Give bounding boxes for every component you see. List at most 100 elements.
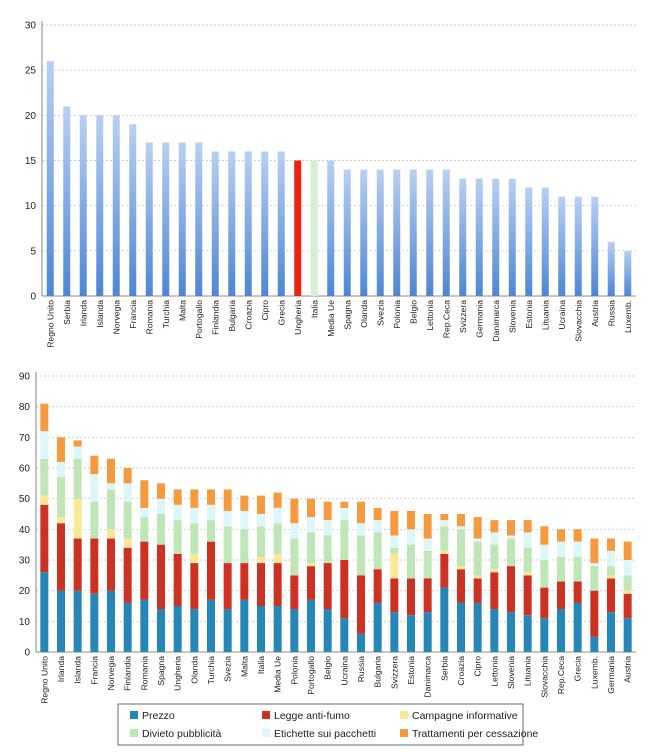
chart2-y-tick: 0 xyxy=(24,648,30,659)
segment-divieto-pubblicit-luxemb xyxy=(590,566,599,591)
chart2-label-finlandia: Finlandia xyxy=(123,656,133,691)
segment-divieto-pubblicit-regno-unito xyxy=(40,458,49,496)
segment-campagne-informative-irlanda xyxy=(57,517,65,524)
chart2-y-tick: 10 xyxy=(19,617,31,628)
segment-trattamenti-per-cessazione-romania xyxy=(140,480,149,508)
segment-legge-anti-fumo-austria xyxy=(623,593,632,619)
bar-finlandia xyxy=(211,151,219,296)
bar-rep-ceca xyxy=(442,169,450,296)
chart1-label-belgio: Belgio xyxy=(408,300,418,324)
bar-turchia xyxy=(162,142,170,296)
segment-campagne-informative-islanda xyxy=(73,498,82,539)
segment-trattamenti-per-cessazione-belgio xyxy=(323,501,332,521)
segment-etichette-sui-pacchetti-slovenia xyxy=(507,535,515,539)
chart2-label-serbia: Serbia xyxy=(439,656,449,681)
chart2-label-malta: Malta xyxy=(239,656,249,677)
chart1-label-lituania: Lituania xyxy=(540,300,550,330)
chart2-label-estonia: Estonia xyxy=(406,656,416,685)
segment-etichette-sui-pacchetti-croazia xyxy=(457,526,465,530)
segment-etichette-sui-pacchetti-francia xyxy=(90,474,99,502)
segment-legge-anti-fumo-serbia xyxy=(440,553,449,588)
chart2-y-tick: 40 xyxy=(19,525,31,536)
segment-etichette-sui-pacchetti-turchia xyxy=(207,504,215,521)
segment-legge-anti-fumo-irlanda xyxy=(57,523,65,591)
stacked-bar-chart: 0 10 20 30 40 50 60 70 80 90 Regno Unito Irlanda Isl… xyxy=(19,372,636,704)
segment-legge-anti-fumo-bulgaria xyxy=(373,569,382,603)
segment-trattamenti-per-cessazione-serbia xyxy=(440,514,449,521)
segment-legge-anti-fumo-polonia xyxy=(290,575,299,610)
segment-trattamenti-per-cessazione-finlandia xyxy=(123,468,132,484)
chart2-label-ucraina: Ucraina xyxy=(339,656,349,686)
segment-prezzo-ucraina xyxy=(340,618,349,652)
segment-trattamenti-per-cessazione-malta xyxy=(240,495,249,511)
chart1-label-islanda: Islanda xyxy=(95,300,105,328)
segment-trattamenti-per-cessazione-irlanda xyxy=(57,437,65,462)
segment-divieto-pubblicit-germania xyxy=(607,566,615,576)
legend-swatch-etichette-sui-pacchetti xyxy=(262,729,270,737)
segment-divieto-pubblicit-grecia xyxy=(573,556,582,582)
bar-norvegia xyxy=(112,115,120,296)
segment-prezzo-italia xyxy=(257,606,265,652)
segment-etichette-sui-pacchetti-olanda xyxy=(190,507,199,524)
segment-prezzo-slovenia xyxy=(507,612,515,652)
segment-divieto-pubblicit-romania xyxy=(140,517,149,542)
bar-austria xyxy=(591,196,599,296)
segment-etichette-sui-pacchetti-norvegia xyxy=(107,483,115,490)
segment-divieto-pubblicit-polonia xyxy=(290,538,299,576)
bar-slovenia xyxy=(508,178,516,296)
segment-trattamenti-per-cessazione-islanda xyxy=(73,440,82,447)
chart1-label-grecia: Grecia xyxy=(276,300,286,326)
segment-legge-anti-fumo-media-ue xyxy=(273,563,282,606)
chart1-label-romania: Romania xyxy=(144,300,154,335)
segment-trattamenti-per-cessazione-slovacchia xyxy=(540,526,549,545)
bar-germania xyxy=(475,178,483,296)
chart2-label-norvegia: Norvegia xyxy=(106,656,116,691)
chart1-label-norvegia: Norvegia xyxy=(111,300,121,335)
bar-estonia xyxy=(525,187,533,296)
segment-etichette-sui-pacchetti-malta xyxy=(240,510,249,530)
segment-campagne-informative-regno-unito xyxy=(40,495,49,505)
chart2-y-tick: 80 xyxy=(19,402,31,413)
segment-campagne-informative-olanda xyxy=(190,553,199,564)
segment-prezzo-norvegia xyxy=(107,590,115,652)
segment-campagne-informative-svizzera xyxy=(390,553,399,579)
chart2-label-turchia: Turchia xyxy=(206,656,216,685)
segment-legge-anti-fumo-lituania xyxy=(523,575,532,616)
segment-prezzo-serbia xyxy=(440,587,449,652)
segment-legge-anti-fumo-malta xyxy=(240,563,249,600)
legend-swatch-legge-anti-fumo xyxy=(262,711,270,719)
segment-prezzo-turchia xyxy=(207,599,215,652)
segment-prezzo-estonia xyxy=(407,615,415,652)
segment-prezzo-olanda xyxy=(190,609,199,652)
segment-prezzo-germania xyxy=(607,612,615,652)
segment-legge-anti-fumo-danimarca xyxy=(423,578,432,613)
chart1-label-francia: Francia xyxy=(128,300,138,329)
bar-islanda xyxy=(96,115,104,296)
chart2-label-luxemb: Luxemb. xyxy=(589,656,599,689)
bar-svizzera xyxy=(459,178,467,296)
segment-prezzo-austria xyxy=(623,618,632,652)
chart2-label-russia: Russia xyxy=(356,656,366,682)
segment-etichette-sui-pacchetti-italia xyxy=(257,514,265,527)
chart2-label-austria: Austria xyxy=(623,656,633,683)
legend-box xyxy=(117,703,524,746)
chart2-label-danimarca: Danimarca xyxy=(423,656,433,698)
segment-divieto-pubblicit-danimarca xyxy=(423,550,432,579)
chart1-label-italia: Italia xyxy=(309,300,319,318)
legend-swatch-prezzo xyxy=(130,711,138,719)
segment-divieto-pubblicit-turchia xyxy=(207,520,215,542)
bar-media-ue xyxy=(327,160,335,296)
chart1-label-regno-unito: Regno Unito xyxy=(45,300,55,348)
segment-legge-anti-fumo-germania xyxy=(607,578,615,613)
segment-legge-anti-fumo-slovacchia xyxy=(540,587,549,619)
chart1-y-tick: 5 xyxy=(30,246,36,257)
segment-divieto-pubblicit-slovacchia xyxy=(540,560,549,588)
segment-prezzo-francia xyxy=(90,593,99,652)
chart1-label-spagna: Spagna xyxy=(342,300,352,330)
segment-trattamenti-per-cessazione-austria xyxy=(623,541,632,560)
ranking-bar-chart: 0 5 10 15 20 25 30 Regno Unito Serbia Irlanda Isla… xyxy=(25,21,636,348)
segment-divieto-pubblicit-lettonia xyxy=(490,544,499,570)
chart1-label-portogallo: Portogallo xyxy=(194,300,204,339)
segment-trattamenti-per-cessazione-media-ue xyxy=(273,492,282,508)
chart1-label-ucraina: Ucraina xyxy=(557,300,567,330)
